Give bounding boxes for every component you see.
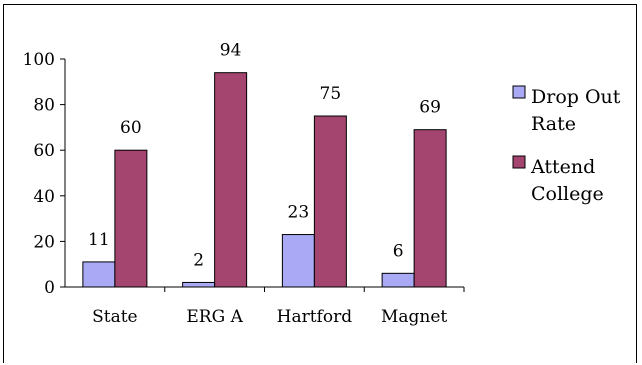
data-labels: 11 60 2 94 23 75 6 69 [88,41,441,271]
bar-drop-out-rate [82,261,116,288]
legend: Drop Out Rate Attend College [512,85,621,205]
data-label: 23 [288,203,310,223]
data-label: 75 [320,84,342,104]
y-tick-label: 100 [23,50,55,70]
bar-attend-college [313,115,347,288]
data-label: 94 [220,41,242,61]
data-label: 6 [393,241,404,261]
y-tick-label: 80 [33,96,55,116]
bar-attend-college [413,129,447,288]
y-tick-label: 40 [33,187,55,207]
data-label: 11 [88,230,110,250]
x-tick-label: Hartford [277,307,353,327]
x-tick-label: ERG A [186,307,243,327]
legend-label: Attend [530,156,595,178]
legend-label: Rate [531,113,576,135]
legend-swatch-attend-college [512,155,526,169]
legend-label: College [531,183,604,205]
data-label: 2 [193,250,204,270]
x-tick-label: State [92,307,138,327]
bar-drop-out-rate [281,234,315,288]
bar-attend-college [214,72,248,288]
bar-attend-college [114,149,148,288]
bar-drop-out-rate [182,281,216,288]
y-tick-label: 20 [33,232,55,252]
x-tick-label: Magnet [381,307,447,327]
y-tick-label: 0 [44,278,55,298]
bars [82,72,447,288]
data-label: 69 [419,98,441,118]
legend-label: Drop Out [531,86,621,108]
bar-drop-out-rate [381,272,415,288]
y-tick-label: 60 [33,141,55,161]
data-label: 60 [120,118,142,138]
legend-swatch-drop-out-rate [512,85,526,99]
